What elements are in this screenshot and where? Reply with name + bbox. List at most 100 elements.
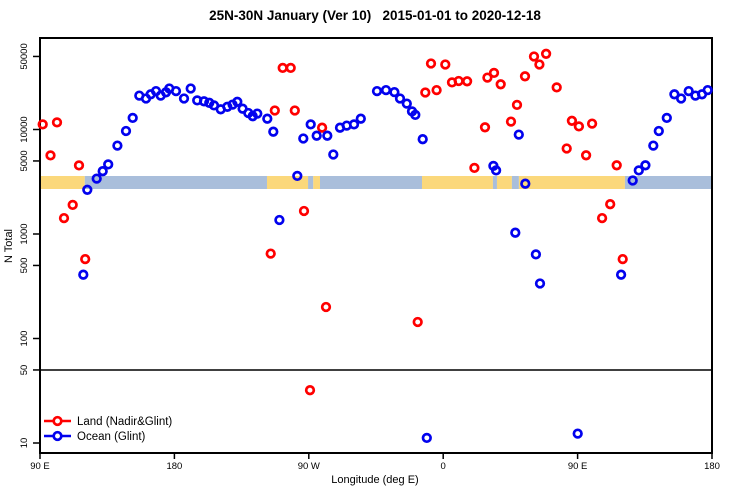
- data-point-land: [45, 150, 56, 161]
- data-point-land: [488, 67, 500, 79]
- data-point-land: [440, 59, 451, 70]
- data-point-land: [304, 385, 316, 396]
- y-tick-label: 100: [19, 331, 30, 347]
- data-point-ocean: [510, 227, 521, 238]
- data-point-land: [611, 160, 622, 171]
- surface-band-land: [313, 176, 320, 189]
- surface-band-ocean: [492, 176, 497, 189]
- data-point-ocean: [127, 112, 138, 124]
- data-point-ocean: [490, 165, 502, 176]
- data-point-land: [505, 116, 517, 127]
- data-point-land: [596, 212, 608, 224]
- data-point-land: [540, 48, 552, 59]
- data-point-ocean: [322, 130, 333, 141]
- data-point-ocean: [262, 113, 273, 124]
- data-point-land: [511, 99, 523, 111]
- data-point-ocean: [185, 83, 196, 94]
- data-point-ocean: [683, 85, 694, 97]
- data-point-land: [67, 199, 78, 211]
- data-point-land: [453, 75, 464, 87]
- y-tick-label: 10000: [19, 116, 30, 142]
- data-point-land: [289, 105, 300, 116]
- data-point-ocean: [534, 278, 546, 289]
- surface-band-ocean: [320, 176, 422, 189]
- data-point-ocean: [252, 108, 263, 119]
- data-point-land: [37, 119, 48, 130]
- data-point-ocean: [615, 269, 627, 280]
- data-point-land: [265, 248, 276, 259]
- data-point-ocean: [178, 93, 190, 104]
- surface-band-ocean: [308, 176, 314, 189]
- data-point-ocean: [702, 84, 713, 96]
- data-point-ocean: [232, 96, 243, 107]
- legend-label-ocean: Ocean (Glint): [77, 431, 146, 443]
- data-point-ocean: [355, 113, 366, 124]
- data-point-ocean: [417, 134, 428, 145]
- data-point-land: [551, 82, 562, 93]
- data-point-land: [580, 150, 592, 161]
- data-point-ocean: [298, 133, 309, 144]
- data-point-land: [420, 87, 431, 98]
- data-point-ocean: [572, 428, 583, 439]
- data-point-ocean: [97, 166, 108, 177]
- data-point-land: [461, 76, 473, 87]
- y-tick-label: 10: [19, 438, 30, 449]
- data-point-ocean: [530, 249, 542, 260]
- data-point-land: [469, 162, 480, 174]
- data-point-land: [277, 62, 288, 74]
- data-point-ocean: [292, 170, 303, 182]
- data-point-land: [519, 71, 531, 82]
- data-point-land: [561, 143, 572, 154]
- data-point-land: [566, 115, 578, 126]
- data-point-land: [412, 316, 423, 328]
- data-point-land: [425, 58, 437, 69]
- surface-band-ocean: [624, 176, 712, 189]
- data-point-ocean: [305, 119, 316, 130]
- data-point-ocean: [627, 175, 638, 186]
- data-point-ocean: [170, 85, 182, 97]
- data-point-ocean: [112, 140, 123, 151]
- data-point-ocean: [103, 159, 114, 170]
- surface-band-land: [421, 176, 493, 189]
- chart-title: 25N-30N January (Ver 10) 2015-01-01 to 2…: [209, 8, 541, 23]
- data-point-ocean: [120, 125, 132, 137]
- y-tick-label: 50000: [19, 43, 30, 69]
- data-point-ocean: [91, 173, 102, 184]
- data-point-land: [586, 118, 598, 129]
- data-point-ocean: [274, 214, 285, 226]
- x-tick-label: 90 E: [568, 461, 588, 472]
- y-tick-label: 50: [19, 365, 30, 376]
- data-point-land: [285, 62, 296, 74]
- data-point-land: [80, 253, 91, 265]
- data-point-ocean: [640, 160, 651, 171]
- data-point-ocean: [380, 84, 392, 96]
- data-point-ocean: [410, 109, 421, 121]
- data-point-ocean: [661, 112, 672, 124]
- data-point-ocean: [394, 93, 406, 104]
- x-tick-label: 90 E: [30, 461, 50, 472]
- data-point-ocean: [675, 93, 687, 104]
- data-point-land: [617, 253, 628, 265]
- plot-border: [39, 37, 713, 454]
- data-point-land: [51, 117, 63, 128]
- data-point-ocean: [328, 149, 339, 160]
- data-point-ocean: [520, 178, 531, 189]
- data-point-land: [298, 205, 310, 217]
- data-point-ocean: [389, 86, 400, 98]
- data-point-ocean: [268, 126, 279, 137]
- data-point-land: [573, 121, 585, 132]
- x-tick-label: 0: [441, 461, 446, 472]
- data-point-ocean: [513, 129, 524, 140]
- y-tick-label: 500: [19, 258, 30, 274]
- legend-marker-land: [52, 415, 63, 427]
- data-point-ocean: [198, 96, 210, 107]
- data-point-ocean: [78, 269, 89, 280]
- data-point-land: [534, 59, 545, 70]
- data-point-ocean: [421, 432, 432, 444]
- surface-band-land: [40, 176, 85, 189]
- data-point-land: [320, 301, 332, 313]
- y-tick-label: 5000: [19, 150, 30, 171]
- data-point-ocean: [633, 165, 644, 176]
